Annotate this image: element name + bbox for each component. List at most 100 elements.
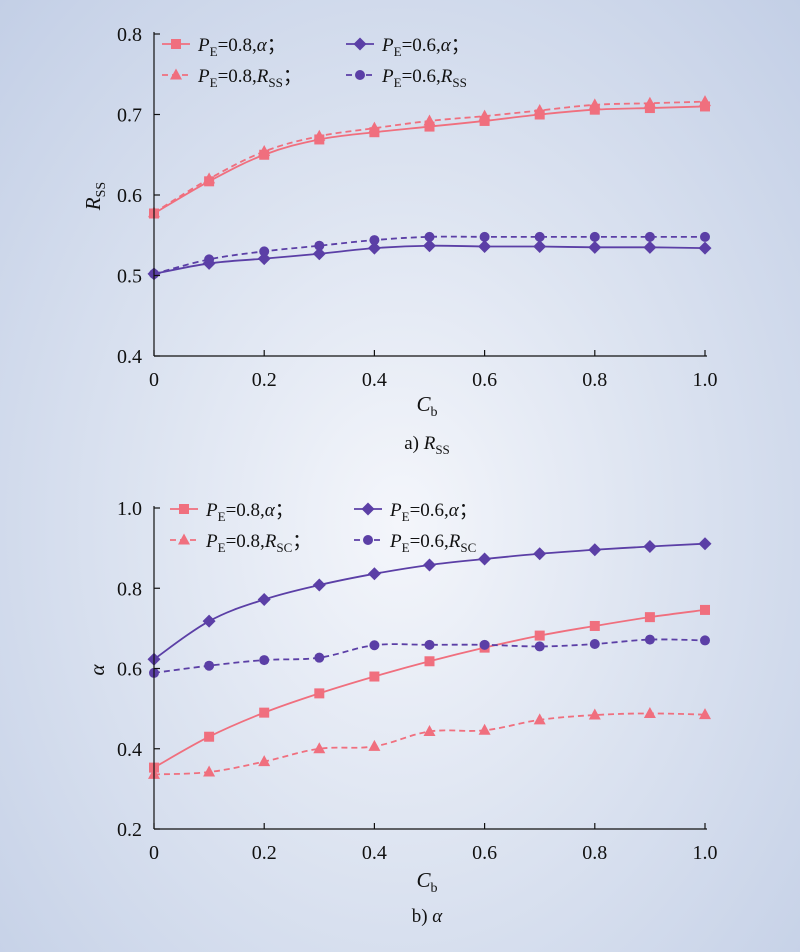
axes: 0.4 0.5 0.6 0.7 0.8 0 0.2 0.4 0.6 0.8 1.0 [117, 24, 718, 391]
data-point [424, 656, 435, 667]
data-point [423, 724, 436, 736]
data-point [202, 614, 216, 628]
series-layer [147, 95, 712, 281]
data-point [369, 671, 380, 682]
data-point [700, 231, 710, 242]
data-point [204, 660, 215, 671]
data-point [533, 103, 546, 115]
y-tick-label: 0.2 [117, 819, 142, 841]
series-line [153, 712, 706, 776]
x-tick-label: 0.8 [582, 369, 607, 391]
data-point [478, 723, 491, 735]
data-point [204, 254, 215, 265]
y-tick-label: 0.6 [117, 185, 142, 207]
data-point [700, 101, 710, 112]
data-point [423, 558, 436, 572]
data-point [204, 731, 215, 742]
data-point [369, 640, 380, 651]
data-point [478, 109, 491, 121]
data-point [698, 241, 712, 255]
data-point [588, 543, 602, 557]
data-point [258, 755, 271, 767]
legend-item: PE=0.6,α； [354, 500, 478, 524]
legend-item: PE=0.8,α； [170, 500, 294, 524]
data-point [644, 231, 655, 242]
legend-label: PE=0.8,RSS； [197, 66, 302, 90]
x-tick-label: 0.2 [252, 842, 277, 864]
y-tick-label: 0.8 [117, 24, 142, 46]
data-point [369, 235, 380, 246]
legend-swatch-marker [171, 39, 181, 49]
data-point [643, 706, 656, 718]
data-point [589, 620, 600, 631]
data-point [478, 240, 492, 254]
y-tick-label: 1.0 [117, 498, 142, 520]
data-point [259, 655, 270, 666]
data-point [257, 252, 271, 266]
data-point [644, 612, 655, 623]
data-point [589, 231, 600, 242]
axes: 0.2 0.4 0.6 0.8 1.0 0 0.2 0.4 0.6 0.8 1.0 [117, 498, 718, 864]
data-point [367, 567, 381, 581]
data-point [313, 129, 326, 141]
chart-panel-rss: 0.4 0.5 0.6 0.7 0.8 0 0.2 0.4 0.6 0.8 1.0 PE=0.8,α… [81, 24, 718, 457]
series-circle [149, 634, 710, 678]
y-tick-label: 0.8 [117, 578, 142, 600]
x-tick-label: 0 [149, 842, 159, 864]
legend: PE=0.8,α； PE=0.6,α； PE=0.8,RSS； PE=0.6,RSS [162, 35, 470, 90]
data-point [699, 95, 711, 107]
data-point [424, 121, 435, 132]
data-point [479, 115, 490, 126]
data-point [257, 592, 271, 606]
data-point [644, 103, 655, 114]
series-square [149, 604, 710, 773]
data-point [312, 578, 326, 592]
x-tick-label: 0.4 [362, 842, 387, 864]
data-point [533, 713, 546, 725]
x-tick-label: 0.8 [582, 842, 607, 864]
data-point [534, 231, 545, 242]
data-point [313, 742, 326, 754]
legend: PE=0.8,α； PE=0.6,α； PE=0.8,RSC； PE=0.6,RSC [170, 500, 478, 555]
series-diamond [147, 239, 712, 281]
legend-swatch-marker [179, 504, 189, 514]
chart-panel-alpha: 0.2 0.4 0.6 0.8 1.0 0 0.2 0.4 0.6 0.8 1.0 PE=0.8,α… [85, 498, 718, 927]
data-point [479, 231, 490, 242]
series-triangle [148, 95, 711, 218]
x-axis-label: Cb [416, 392, 437, 420]
data-point [533, 240, 547, 254]
data-point [478, 552, 492, 566]
legend-label: PE=0.8,α； [197, 35, 286, 59]
y-tick-label: 0.4 [117, 739, 142, 761]
data-point [534, 630, 545, 641]
data-point [368, 121, 381, 133]
x-tick-label: 0.6 [472, 842, 497, 864]
data-point [423, 114, 436, 126]
data-point [258, 145, 271, 157]
data-point [698, 537, 712, 551]
series-triangle [148, 706, 711, 779]
legend-label: PE=0.6,α； [389, 500, 478, 524]
series-diamond [147, 537, 712, 666]
data-point [314, 688, 325, 699]
y-tick-label: 0.6 [117, 659, 142, 681]
data-point [643, 96, 656, 108]
data-point [314, 240, 325, 251]
data-point [423, 239, 436, 253]
data-point [203, 172, 216, 184]
legend-item: PE=0.6,α； [346, 35, 470, 59]
series-circle [149, 231, 710, 279]
legend-swatch-marker [361, 502, 375, 516]
panel-caption: a) RSS [404, 433, 450, 457]
data-point [314, 652, 325, 663]
x-tick-label: 0 [149, 369, 159, 391]
data-point [259, 707, 270, 718]
data-point [479, 639, 490, 650]
legend-swatch-marker [355, 70, 365, 80]
data-point [312, 247, 326, 261]
legend-swatch-marker [170, 68, 182, 80]
legend-item: PE=0.6,RSS [346, 66, 467, 90]
series-line [153, 609, 706, 769]
data-point [533, 547, 547, 561]
